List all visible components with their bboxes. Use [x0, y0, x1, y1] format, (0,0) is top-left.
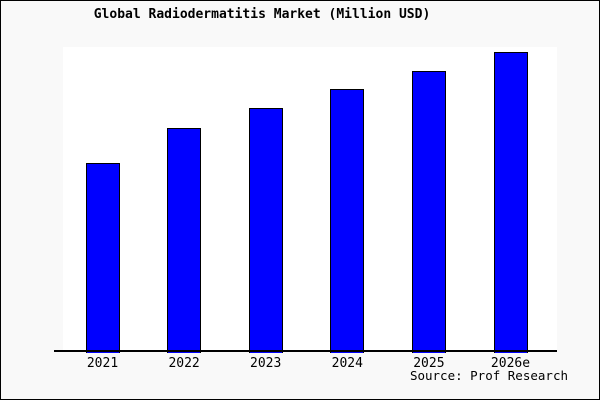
bar-2026e — [493, 52, 528, 353]
source-credit: Source: Prof Research — [409, 368, 568, 383]
x-tick-label-2022: 2022 — [168, 356, 200, 371]
x-axis-line — [54, 350, 557, 352]
bar-2022 — [167, 128, 202, 353]
x-tick-label-2025: 2025 — [413, 356, 445, 371]
bar-2024 — [330, 89, 365, 353]
bar-2021 — [85, 163, 120, 353]
bar-2025 — [411, 71, 446, 353]
x-tick-label-2021: 2021 — [86, 356, 119, 371]
chart-title: Global Radiodermatitis Market (Million U… — [93, 7, 431, 22]
x-tick-label-2023: 2023 — [250, 356, 282, 371]
bar-2023 — [248, 108, 283, 353]
x-tick-label-2026e: 2026e — [490, 356, 531, 371]
x-tick-label-2024: 2024 — [331, 356, 363, 371]
plot-area — [63, 47, 557, 352]
